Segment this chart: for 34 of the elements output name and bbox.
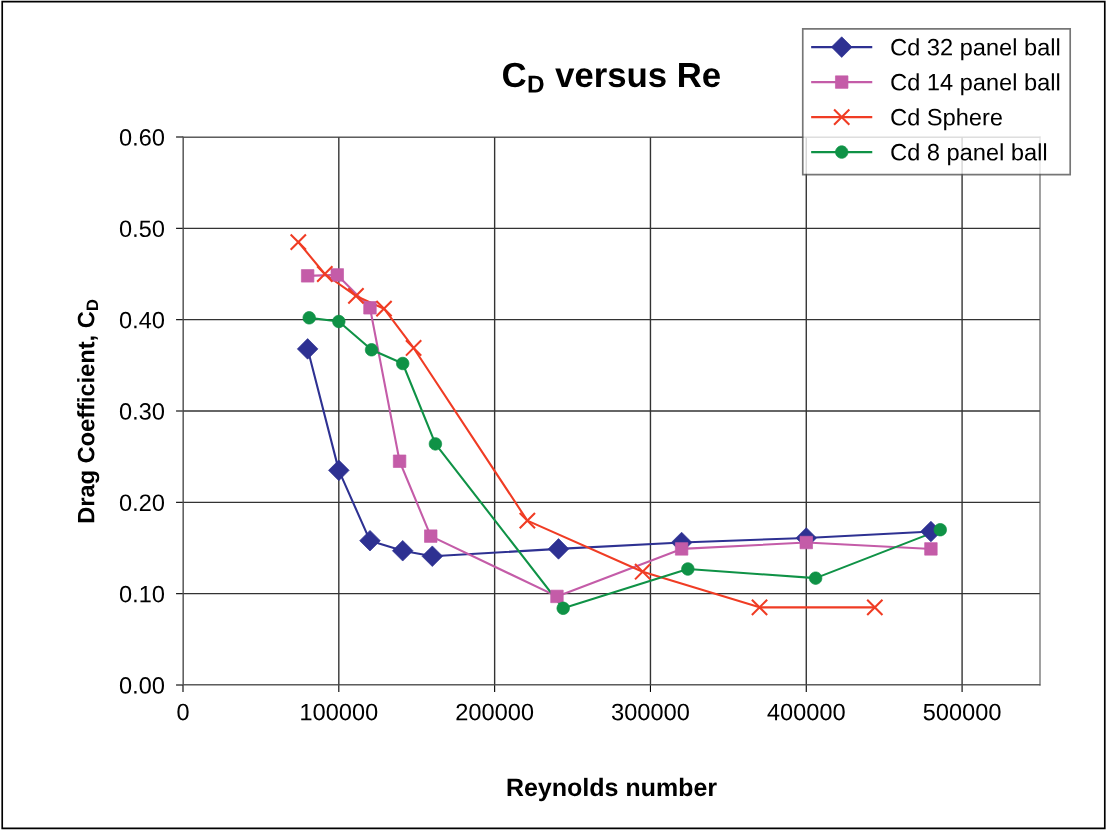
x-tick-label: 300000 xyxy=(611,703,689,721)
y-tick-label: 0.10 xyxy=(119,585,165,603)
point xyxy=(518,511,537,530)
point xyxy=(633,563,652,581)
y-tick-label: 0.60 xyxy=(119,129,165,146)
point xyxy=(289,233,307,251)
legend-label: Cd 32 panel ball xyxy=(891,38,1060,61)
point xyxy=(296,338,319,360)
legend-label: Cd Sphere xyxy=(891,108,1002,131)
x-tick-label: 400000 xyxy=(767,703,845,721)
point xyxy=(359,530,381,552)
legend-label: Cd 8 panel ball xyxy=(891,143,1047,166)
x-tick-label: 200000 xyxy=(456,703,534,721)
x-tick-label: 0 xyxy=(177,703,189,721)
point xyxy=(347,287,365,305)
point xyxy=(392,540,414,562)
point xyxy=(750,598,769,617)
point xyxy=(328,459,350,482)
y-axis-title: Drag Coefficient, C$_{D}$ xyxy=(77,299,100,523)
y-tick-label: 0.00 xyxy=(119,677,165,694)
point xyxy=(404,339,423,357)
x-tick-label: 500000 xyxy=(923,703,1001,721)
point xyxy=(866,598,884,617)
legend-label: Cd 14 panel ball xyxy=(891,73,1060,96)
x-tick-label: 100000 xyxy=(301,703,378,721)
point xyxy=(316,265,334,283)
y-tick-label: 0.30 xyxy=(119,403,165,420)
x-axis-title: Reynolds number xyxy=(507,777,717,802)
point xyxy=(301,269,315,283)
y-tick-label: 0.50 xyxy=(119,220,165,238)
y-tick-label: 0.20 xyxy=(119,494,165,512)
point xyxy=(375,300,393,318)
y-tick-label: 0.40 xyxy=(119,311,165,329)
chart-title: C$_{D}$ versus Re xyxy=(503,62,720,93)
